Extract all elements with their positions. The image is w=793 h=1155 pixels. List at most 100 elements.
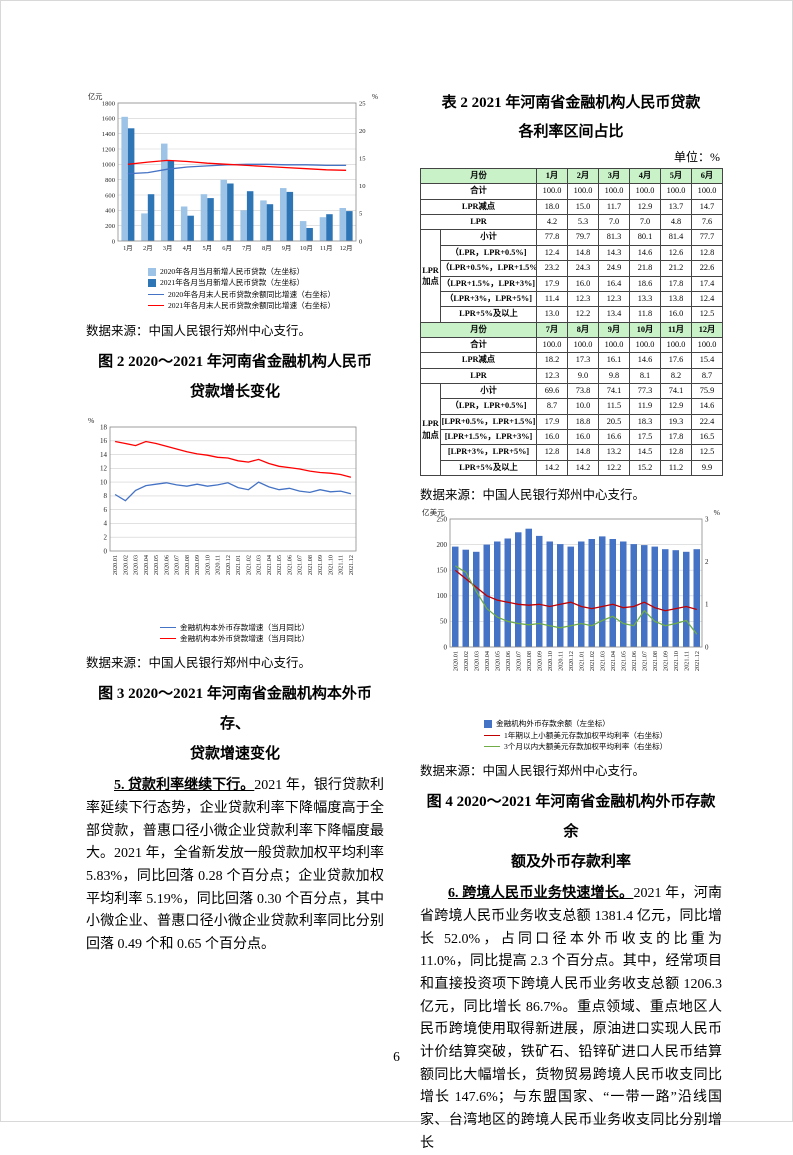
svg-text:2020.07: 2020.07 <box>515 651 522 671</box>
table-label-cell: （LPR+0.5%，LPR+1.5%] <box>439 260 538 277</box>
table-value-cell: 100.0 <box>598 183 631 200</box>
svg-text:3月: 3月 <box>163 244 173 252</box>
figure4-caption-line2: 额及外币存款利率 <box>510 854 631 871</box>
paragraph-loan-rates: 5. 贷款利率继续下行。2021 年，银行贷款利率延续下行态势，企业贷款利率下降… <box>86 775 384 956</box>
svg-text:2021.07: 2021.07 <box>297 555 304 575</box>
svg-text:2021.03: 2021.03 <box>599 651 606 671</box>
svg-text:2021.08: 2021.08 <box>652 651 659 671</box>
legend-line-swatch <box>148 293 164 295</box>
svg-text:2021.10: 2021.10 <box>673 651 680 671</box>
svg-text:6: 6 <box>104 506 108 514</box>
data-source-note: 数据来源：中国人民银行郑州中心支行。 <box>420 488 646 503</box>
table-value-cell: 11.4 <box>536 290 569 308</box>
table-value-cell: 4.2 <box>536 214 569 231</box>
right-column: 表 2 2021 年河南省金融机构人民币贷款 各利率区间占比 单位：% 月份 1月… <box>419 89 724 1155</box>
page-number: 6 <box>393 1049 400 1064</box>
legend-item: 2021年各月当月新增人民币贷款（左坐标） <box>148 277 304 288</box>
table-header-cell: 11月 <box>660 321 693 338</box>
table-value-cell: 100.0 <box>598 336 631 354</box>
data-source-note: 数据来源：中国人民银行郑州中心支行。 <box>86 656 312 671</box>
table-row: [LPR+1.5%，LPR+3%] 16.0 16.0 16.6 17.5 17.8 16.… <box>421 429 724 446</box>
table-label-cell: LPR+5%及以上 <box>439 306 538 323</box>
table-header-cell: 月份 <box>419 321 538 338</box>
table-value-cell: 77.7 <box>691 229 724 246</box>
table-label-cell: LPR减点 <box>419 352 538 369</box>
figure2-caption-line1: 图 2 2020～2021 年河南省金融机构人民币 <box>98 353 372 370</box>
table-value-cell: 15.0 <box>567 198 600 216</box>
paragraph-loan-rates-lead: 5. 贷款利率继续下行。 <box>114 778 255 794</box>
table-row: LPR加点 小计 77.8 79.7 81.3 80.1 81.4 77.7 <box>420 229 724 323</box>
table-value-cell: 7.0 <box>598 214 631 231</box>
table-label-cell: 合计 <box>419 183 538 200</box>
svg-text:250: 250 <box>437 515 448 523</box>
table-header-cell: 5月 <box>660 167 693 185</box>
table-value-cell: 8.7 <box>691 367 724 385</box>
svg-text:%: % <box>372 93 378 101</box>
legend-line-swatch <box>160 638 176 640</box>
table-value-cell: 12.5 <box>691 306 724 323</box>
figure4-caption: 图 4 2020～2021 年河南省金融机构外币存款余 额及外币存款利率 <box>420 787 722 877</box>
table-value-cell: 73.8 <box>567 383 600 400</box>
two-column-layout: 0 200 400 600 800 1000 1200 1400 1600 1800 0 5 10 15 2… <box>86 89 724 1155</box>
table2-unit-note: 单位：% <box>674 150 720 164</box>
table-value-cell: 9.0 <box>567 367 600 385</box>
table-value-cell: 16.0 <box>567 275 600 292</box>
table-label-cell: LPR <box>419 367 538 385</box>
svg-text:2021.06: 2021.06 <box>631 651 638 671</box>
table-row: （LPR+1.5%，LPR+3%] 17.9 16.0 16.4 18.6 17.8 17.… <box>421 275 724 292</box>
svg-text:14: 14 <box>100 450 108 458</box>
paragraph-cross-border-rmb: 6. 跨境人民币业务快速增长。2021 年，河南省跨境人民币业务收支总额 138… <box>420 883 722 1155</box>
legend-item: 2020年各月当月新增人民币贷款（左坐标） <box>148 266 304 277</box>
table-label-cell: 合计 <box>419 336 538 354</box>
svg-text:2: 2 <box>104 533 108 541</box>
chart-fx-deposits: 0 50 100 150 200 250 0 1 2 3 2020.01 2020.02 2020.03… <box>420 505 722 752</box>
rate-table: 月份 1月 2月 3月 4月 5月 6月 合计 100.0 100.0 100.0 100.0 100.… <box>419 167 724 477</box>
table-value-cell: 14.6 <box>629 244 662 262</box>
svg-text:2021.02: 2021.02 <box>589 651 596 671</box>
table-value-cell: 7.0 <box>629 214 662 231</box>
table-value-cell: 17.3 <box>567 352 600 369</box>
table-value-cell: 15.2 <box>629 459 662 477</box>
table-row: LPR+5%及以上 13.0 12.2 13.4 11.8 16.0 12.5 <box>421 306 724 323</box>
paragraph-cross-border-rmb-text: 2021 年，河南省跨境人民币业务收支总额 1381.4 亿元，同比增长 52.… <box>420 886 723 1151</box>
svg-text:16: 16 <box>100 437 108 445</box>
svg-text:0: 0 <box>359 238 363 245</box>
table-value-cell: 100.0 <box>536 183 569 200</box>
legend-line-swatch <box>148 305 164 307</box>
svg-text:12月: 12月 <box>340 244 353 252</box>
legend-label: 金融机构本外币存款增速（当月同比） <box>180 622 310 632</box>
table-header-cell: 9月 <box>598 321 631 338</box>
table-value-cell: 100.0 <box>691 183 724 200</box>
paragraph-loan-rates-text: 2021 年，银行贷款利率延续下行态势，企业贷款利率下降幅度高于全部贷款，普惠口… <box>86 778 385 953</box>
svg-text:150: 150 <box>437 567 448 575</box>
table-header-cell: 1月 <box>536 167 569 185</box>
legend-item: 金融机构本外币存款增速（当月同比） <box>160 622 309 633</box>
legend-label: 2020年各月当月新增人民币贷款（左坐标） <box>160 267 305 276</box>
legend-line-swatch <box>484 734 500 736</box>
svg-text:亿元: 亿元 <box>88 92 102 101</box>
table-header-cell: 12月 <box>691 321 724 338</box>
table-header-row: 月份 7月 8月 9月 10月 11月 12月 <box>419 321 724 338</box>
table-value-cell: 17.5 <box>629 429 662 446</box>
table-value-cell: 12.3 <box>536 367 569 385</box>
table-value-cell: 4.8 <box>660 214 693 231</box>
table-value-cell: 18.8 <box>567 413 600 431</box>
table-value-cell: 18.3 <box>629 413 662 431</box>
table-value-cell: 12.8 <box>660 444 693 461</box>
svg-text:7月: 7月 <box>242 244 252 252</box>
table-row: LPR+5%及以上 14.2 14.2 12.2 15.2 11.2 9.9 <box>421 459 724 477</box>
legend-bar-swatch <box>148 267 156 276</box>
svg-text:2020.06: 2020.06 <box>163 555 170 575</box>
svg-text:10月: 10月 <box>300 244 313 252</box>
table-value-cell: 69.6 <box>536 383 569 400</box>
table2-title-line1: 表 2 2021 年河南省金融机构人民币贷款 <box>441 95 701 111</box>
table-value-cell: 7.6 <box>691 214 724 231</box>
svg-text:2021.05: 2021.05 <box>620 651 627 671</box>
table-row: LPR减点 18.0 15.0 11.7 12.9 13.7 14.7 <box>419 198 724 216</box>
table-value-cell: 23.2 <box>536 260 569 277</box>
svg-text:25: 25 <box>359 100 366 107</box>
svg-text:0: 0 <box>705 643 709 651</box>
table-value-cell: 16.0 <box>660 306 693 323</box>
table-value-cell: 79.7 <box>567 229 600 246</box>
